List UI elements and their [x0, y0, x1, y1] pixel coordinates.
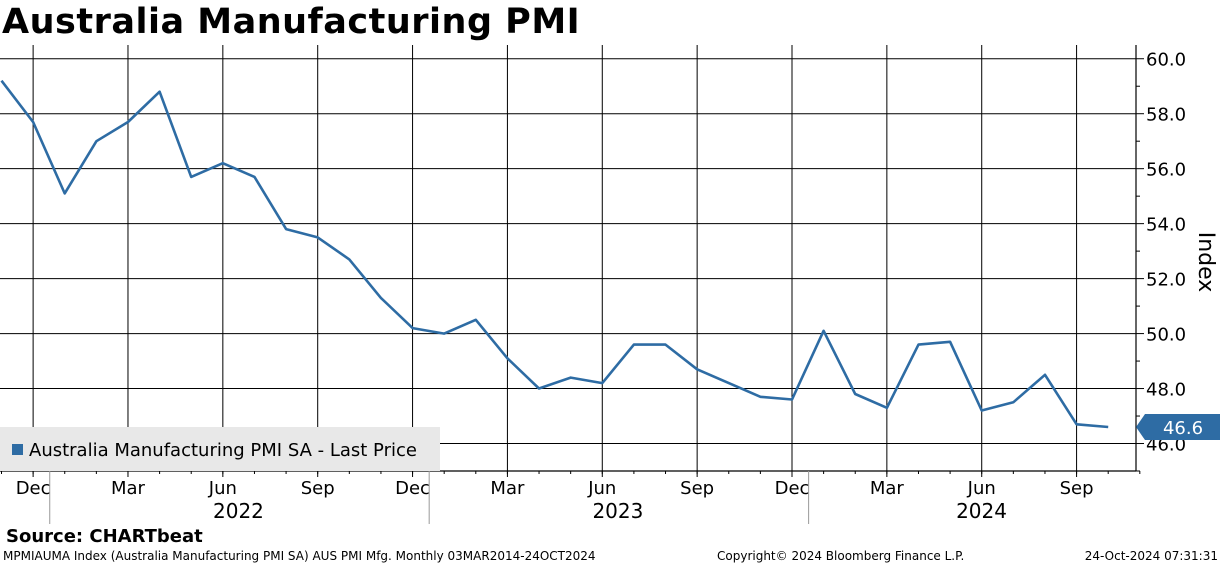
year-label: 2024: [956, 499, 1007, 523]
y-axis-label: Index: [1193, 232, 1218, 293]
footer-copyright: Copyright© 2024 Bloomberg Finance L.P.: [717, 549, 965, 563]
x-tick-label: Jun: [967, 478, 996, 499]
y-tick-label: 50.0: [1146, 325, 1186, 346]
y-tick-label: 58.0: [1146, 105, 1186, 126]
last-value-label: 46.6: [1163, 418, 1203, 439]
x-tick-label: Dec: [395, 478, 430, 499]
footer-ticker-info: MPMIAUMA Index (Australia Manufacturing …: [3, 549, 596, 563]
last-value-marker: 46.6: [1136, 414, 1220, 441]
series-line: [0, 79, 1109, 429]
legend-label: Australia Manufacturing PMI SA - Last Pr…: [29, 440, 417, 461]
year-label: 2023: [592, 499, 643, 523]
year-label: 2022: [213, 499, 264, 523]
y-tick-label: 54.0: [1146, 215, 1186, 236]
x-tick-label: Sep: [301, 478, 335, 499]
chart-title: Australia Manufacturing PMI: [2, 2, 581, 42]
axes: [0, 45, 1137, 472]
last-value-badge: [1136, 414, 1220, 441]
x-tick-label: Mar: [870, 478, 905, 499]
x-tick-label: Jun: [587, 478, 616, 499]
gridlines: [0, 45, 1136, 471]
x-tick-label: Dec: [775, 478, 810, 499]
series-layer: [0, 79, 1109, 429]
legend: Australia Manufacturing PMI SA - Last Pr…: [0, 427, 440, 471]
source-note: Source: CHARTbeat: [6, 526, 203, 547]
footer-timestamp: 24-Oct-2024 07:31:31: [1084, 549, 1218, 563]
x-tick-label: Mar: [111, 478, 146, 499]
legend-background: [0, 427, 440, 471]
y-tick-label: 52.0: [1146, 270, 1186, 291]
x-tick-label: Sep: [680, 478, 714, 499]
x-tick-label: Mar: [490, 478, 525, 499]
y-tick-label: 48.0: [1146, 380, 1186, 401]
x-tick-label: Sep: [1060, 478, 1094, 499]
x-tick-label: Jun: [208, 478, 237, 499]
y-tick-label: 60.0: [1146, 50, 1186, 71]
legend-swatch: [12, 444, 23, 455]
y-tick-label: 56.0: [1146, 160, 1186, 181]
x-tick-label: Dec: [16, 478, 51, 499]
